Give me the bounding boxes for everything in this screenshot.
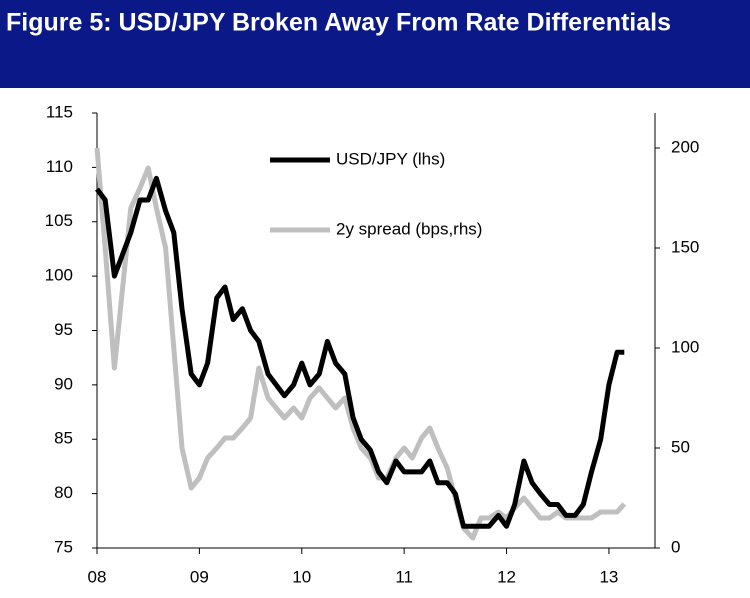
y-tick-label: 85 [54,429,73,448]
x-tick-label: 10 [292,567,311,586]
series-line [94,147,627,541]
x-tick-label: 09 [190,567,209,586]
y2-tick-label: 50 [671,437,690,456]
y-tick-label: 115 [46,102,73,121]
y2-tick-label: 0 [671,537,680,556]
x-tick-label: 13 [599,567,618,586]
y-tick-label: 100 [45,266,73,285]
y2-tick-label: 150 [671,237,699,256]
chart-title: Figure 5: USD/JPY Broken Away From Rate … [6,9,671,37]
y-tick-label: 105 [45,211,73,230]
y-tick-label: 90 [54,374,73,393]
y-tick-label: 110 [46,157,73,176]
y-tick-label: 95 [54,320,73,339]
y2-tick-label: 100 [671,337,699,356]
y-tick-label: 80 [54,483,73,502]
legend-label: 2y spread (bps,rhs) [336,219,482,238]
header-bar [0,0,750,88]
y-tick-label: 75 [54,537,73,556]
legend-label: USD/JPY (lhs) [336,149,445,168]
x-tick-label: 11 [395,567,413,586]
x-tick-label: 08 [88,567,107,586]
series-line [95,175,625,529]
x-tick-label: 12 [497,567,516,586]
y2-tick-label: 200 [671,137,699,156]
